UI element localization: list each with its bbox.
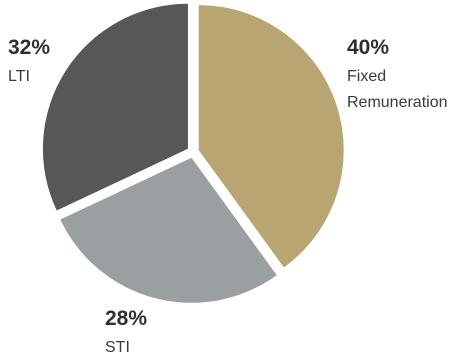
pie-slice-lti <box>42 3 188 211</box>
slice-value-label: 40% <box>347 36 389 59</box>
pie-slice-sti <box>60 157 277 303</box>
slice-name-label: Remuneration <box>347 94 448 111</box>
pie-slice-fixed-remuneration <box>198 5 344 268</box>
slice-value-label: 28% <box>105 307 147 330</box>
slice-name-label: Fixed <box>347 68 386 85</box>
slice-name-label: STI <box>105 339 130 356</box>
slice-name-label: LTI <box>8 68 30 85</box>
slice-value-label: 32% <box>8 36 50 59</box>
